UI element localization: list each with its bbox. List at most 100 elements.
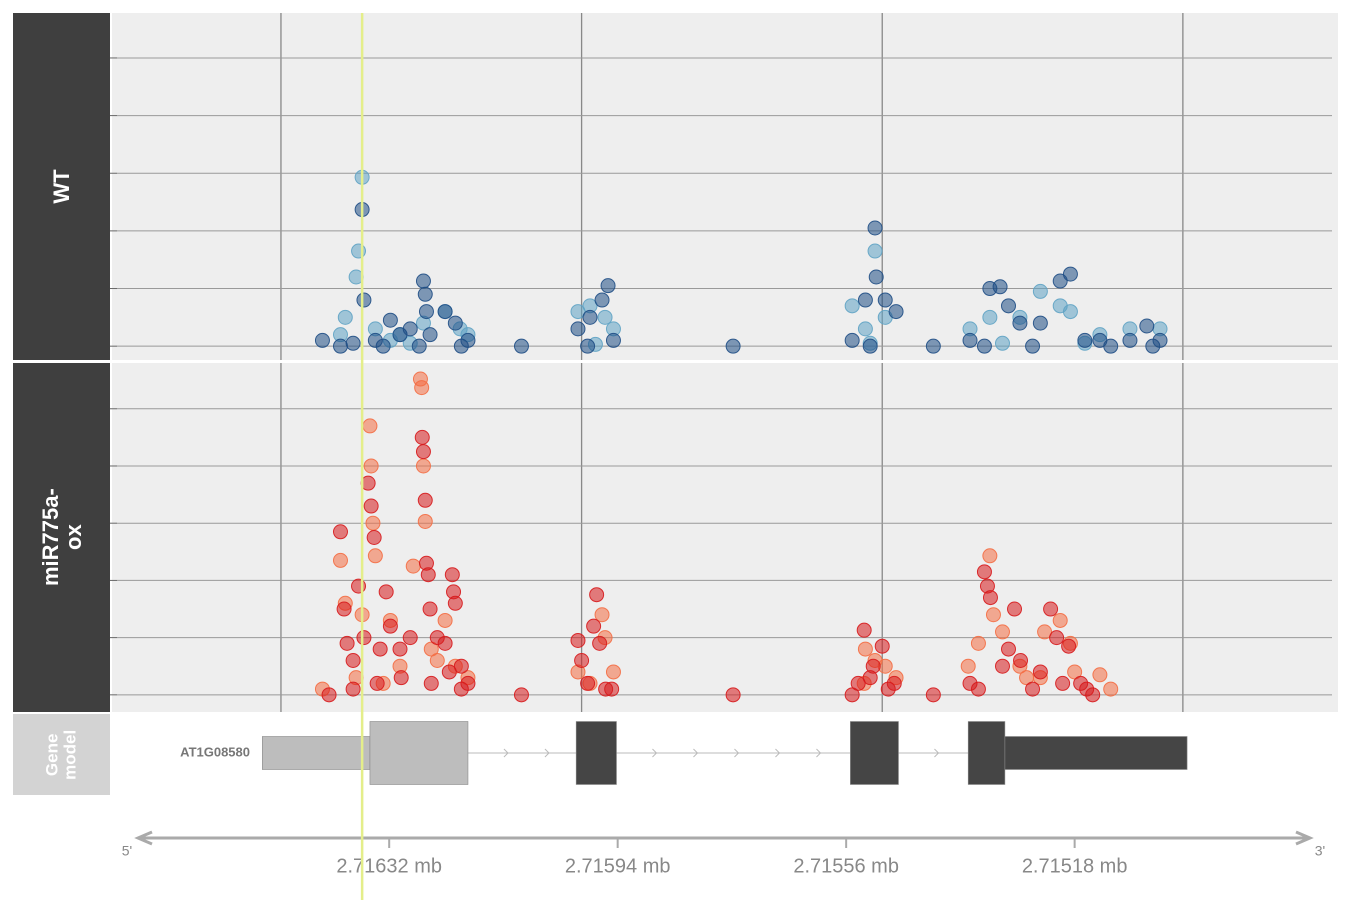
- data-point: [1013, 653, 1029, 669]
- data-point: [1062, 304, 1078, 320]
- data-point: [367, 548, 383, 564]
- data-point: [1052, 612, 1068, 628]
- data-point: [570, 632, 586, 648]
- data-point: [513, 687, 529, 703]
- data-point: [1122, 332, 1138, 348]
- data-point: [351, 243, 367, 259]
- data-point: [994, 335, 1010, 351]
- data-point: [423, 675, 439, 691]
- data-point: [453, 658, 469, 674]
- data-point: [414, 429, 430, 445]
- data-point: [1052, 273, 1068, 289]
- strand-arrow: [816, 748, 822, 758]
- track-title-panel: Gene model: [13, 714, 110, 795]
- data-point: [962, 332, 978, 348]
- data-point: [592, 635, 608, 651]
- strand-arrow: [934, 748, 940, 758]
- data-point: [1043, 601, 1059, 617]
- data-point: [417, 492, 433, 508]
- data-point: [441, 664, 457, 680]
- data-point: [960, 658, 976, 674]
- x-tick-label: 2.71632 mb: [336, 855, 442, 877]
- data-point: [1049, 630, 1065, 646]
- track-title: WT: [48, 169, 74, 204]
- data-point: [332, 338, 348, 354]
- data-point: [844, 332, 860, 348]
- data-point: [1092, 667, 1108, 683]
- data-point: [356, 630, 372, 646]
- data-point: [862, 338, 878, 354]
- data-point: [725, 687, 741, 703]
- data-point: [417, 513, 433, 529]
- data-point: [888, 304, 904, 320]
- data-point: [582, 309, 598, 325]
- x-tick-label: 2.71556 mb: [793, 855, 899, 877]
- data-point: [982, 309, 998, 325]
- data-point: [982, 590, 998, 606]
- gene-label: AT1G08580: [180, 744, 250, 759]
- data-point: [447, 595, 463, 611]
- data-point: [982, 548, 998, 564]
- data-point: [402, 321, 418, 337]
- data-point: [994, 624, 1010, 640]
- data-point: [994, 658, 1010, 674]
- data-point: [580, 338, 596, 354]
- data-point: [362, 418, 378, 434]
- data-point: [365, 515, 381, 531]
- data-point: [586, 618, 602, 634]
- data-point: [405, 558, 421, 574]
- exon: [1004, 736, 1188, 770]
- data-point: [363, 458, 379, 474]
- data-point: [1025, 338, 1041, 354]
- data-point: [868, 269, 884, 285]
- data-point: [411, 338, 427, 354]
- data-point: [1001, 641, 1017, 657]
- data-point: [345, 335, 361, 351]
- strand-end-label: 3': [1315, 843, 1325, 859]
- data-point: [1145, 338, 1161, 354]
- data-point: [1032, 283, 1048, 299]
- data-point: [437, 612, 453, 628]
- data-point: [880, 681, 896, 697]
- data-point: [850, 675, 866, 691]
- x-tick-label: 2.71594 mb: [565, 855, 671, 877]
- data-point: [862, 670, 878, 686]
- data-point: [372, 641, 388, 657]
- exon: [369, 721, 469, 785]
- data-point: [605, 332, 621, 348]
- strand-arrow: [503, 748, 509, 758]
- data-point: [867, 243, 883, 259]
- data-point: [589, 587, 605, 603]
- exon: [262, 736, 371, 770]
- data-point: [356, 292, 372, 308]
- data-point: [417, 286, 433, 302]
- data-point: [1139, 318, 1155, 334]
- data-point: [382, 618, 398, 634]
- data-point: [1037, 624, 1053, 640]
- data-point: [1055, 675, 1071, 691]
- track-title: miR775a-ox: [37, 488, 86, 587]
- data-point: [1007, 601, 1023, 617]
- data-point: [857, 641, 873, 657]
- data-point: [574, 653, 590, 669]
- strand-arrow: [734, 748, 740, 758]
- data-point: [867, 220, 883, 236]
- data-point: [874, 638, 890, 654]
- data-point: [415, 458, 431, 474]
- data-point: [332, 552, 348, 568]
- plot-background: [112, 13, 1338, 360]
- data-point: [605, 664, 621, 680]
- exon: [850, 721, 899, 785]
- data-point: [444, 567, 460, 583]
- data-point: [580, 675, 596, 691]
- data-point: [970, 635, 986, 651]
- data-point: [925, 687, 941, 703]
- track-title: Gene model: [42, 729, 80, 780]
- data-point: [1012, 315, 1028, 331]
- data-point: [976, 564, 992, 580]
- data-point: [594, 292, 610, 308]
- data-point: [1025, 681, 1041, 697]
- data-point: [437, 304, 453, 320]
